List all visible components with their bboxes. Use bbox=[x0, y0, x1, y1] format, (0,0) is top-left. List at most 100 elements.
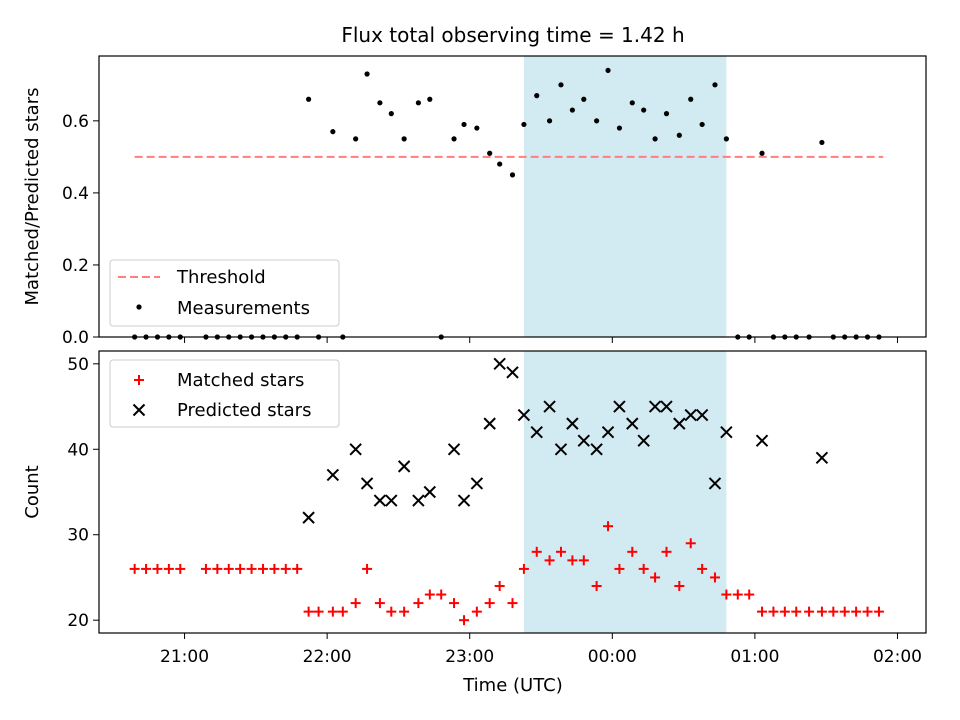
matched-star-point bbox=[544, 555, 555, 566]
predicted-star-point bbox=[755, 434, 769, 447]
matched-star-point bbox=[269, 563, 280, 574]
predicted-star-point bbox=[447, 443, 461, 456]
y-tick-label: 0.0 bbox=[62, 328, 89, 348]
matched-star-point bbox=[768, 606, 779, 617]
predicted-star-point bbox=[423, 485, 437, 499]
matched-star-point bbox=[603, 521, 614, 532]
matched-star-point bbox=[413, 598, 424, 609]
y-tick-label: 50 bbox=[67, 355, 89, 375]
legend-threshold-label: Threshold bbox=[176, 267, 266, 288]
matched-star-point bbox=[424, 589, 435, 600]
measurement-point bbox=[415, 100, 421, 106]
matched-star-point bbox=[531, 546, 542, 557]
matched-star-point bbox=[280, 563, 291, 574]
predicted-star-point bbox=[470, 477, 484, 490]
matched-star-point bbox=[152, 563, 163, 574]
y-tick-label: 0.2 bbox=[62, 256, 89, 276]
predicted-star-point bbox=[457, 494, 471, 507]
measurement-point bbox=[712, 82, 718, 88]
measurement-point bbox=[521, 121, 527, 128]
matched-star-point bbox=[674, 581, 685, 591]
x-tick-label: 00:00 bbox=[588, 647, 637, 667]
measurement-point bbox=[487, 150, 493, 156]
matched-star-point bbox=[235, 563, 246, 574]
matched-star-point bbox=[862, 606, 873, 617]
measurement-point bbox=[558, 82, 564, 88]
y-axis-ticks: 0.0 0.2 0.4 0.6 bbox=[62, 112, 99, 348]
matched-star-point bbox=[791, 606, 802, 617]
measurement-point bbox=[534, 93, 540, 99]
observing-window-shade bbox=[523, 351, 727, 633]
legend: Matched stars Predicted stars bbox=[109, 359, 340, 428]
predicted-star-point bbox=[660, 400, 673, 413]
y-tick-label: 0.6 bbox=[62, 112, 89, 132]
predicted-star-point bbox=[554, 443, 568, 456]
predicted-stars-points bbox=[302, 357, 829, 524]
predicted-star-point bbox=[543, 400, 556, 413]
measurement-point bbox=[605, 67, 611, 74]
legend-box bbox=[109, 359, 340, 428]
predicted-star-point bbox=[360, 477, 374, 490]
legend-matched-swatch bbox=[134, 375, 144, 385]
predicted-star-point bbox=[349, 443, 362, 456]
predicted-star-point bbox=[373, 494, 387, 507]
matched-star-point bbox=[163, 563, 174, 574]
measurement-point bbox=[401, 136, 407, 142]
predicted-star-point bbox=[493, 357, 506, 371]
legend-cross-marker bbox=[132, 403, 146, 417]
predicted-star-point bbox=[637, 434, 650, 447]
matched-star-point bbox=[614, 563, 625, 574]
legend-plus-marker bbox=[134, 375, 144, 385]
matched-star-point bbox=[721, 589, 732, 600]
matched-star-point bbox=[567, 555, 578, 566]
matched-star-point bbox=[709, 572, 720, 583]
measurement-point bbox=[581, 96, 587, 102]
measurement-point bbox=[569, 107, 575, 113]
matched-star-point bbox=[638, 563, 649, 574]
x-tick-label: 23:00 bbox=[445, 647, 494, 667]
predicted-star-point bbox=[517, 408, 531, 422]
matched-star-point bbox=[757, 606, 768, 617]
matched-star-point bbox=[627, 546, 638, 557]
predicted-star-point bbox=[626, 417, 639, 430]
matched-star-point bbox=[873, 606, 884, 617]
measurement-point bbox=[353, 136, 359, 142]
measurement-point bbox=[330, 129, 336, 135]
measurement-point bbox=[474, 125, 480, 131]
matched-star-point bbox=[484, 598, 495, 609]
measurement-point bbox=[461, 121, 467, 128]
legend-measurements-label: Measurements bbox=[177, 298, 310, 319]
matched-star-point bbox=[816, 606, 827, 617]
legend-matched-label: Matched stars bbox=[177, 370, 304, 391]
matched-star-point bbox=[685, 538, 696, 549]
predicted-star-point bbox=[566, 417, 579, 430]
measurement-point bbox=[663, 111, 670, 117]
x-tick-label: 01:00 bbox=[730, 647, 779, 667]
matched-star-point bbox=[292, 563, 303, 574]
y-tick-label: 30 bbox=[67, 526, 89, 546]
matched-star-point bbox=[459, 615, 470, 626]
matched-star-point bbox=[303, 606, 314, 617]
matched-star-point bbox=[732, 589, 743, 600]
matched-star-point bbox=[507, 598, 518, 609]
predicted-star-point bbox=[530, 425, 543, 439]
matched-star-point bbox=[661, 546, 672, 557]
measurement-point bbox=[427, 96, 433, 102]
matched-star-point bbox=[578, 555, 589, 566]
matched-star-point bbox=[449, 598, 460, 609]
matched-star-point bbox=[744, 589, 755, 600]
predicted-star-point bbox=[648, 400, 662, 413]
measurement-point bbox=[641, 107, 647, 113]
predicted-star-point bbox=[326, 468, 340, 482]
predicted-star-point bbox=[708, 477, 722, 490]
matched-star-point bbox=[779, 606, 790, 617]
matched-star-point bbox=[839, 606, 850, 617]
predicted-star-point bbox=[815, 451, 829, 465]
measurement-point bbox=[699, 121, 705, 128]
matched-star-point bbox=[200, 563, 211, 574]
matched-star-point bbox=[591, 581, 602, 591]
predicted-star-point bbox=[577, 434, 591, 447]
panel-ratio: 0.0 0.2 0.4 0.6 Matched/Predicted stars Thr… bbox=[22, 55, 927, 348]
